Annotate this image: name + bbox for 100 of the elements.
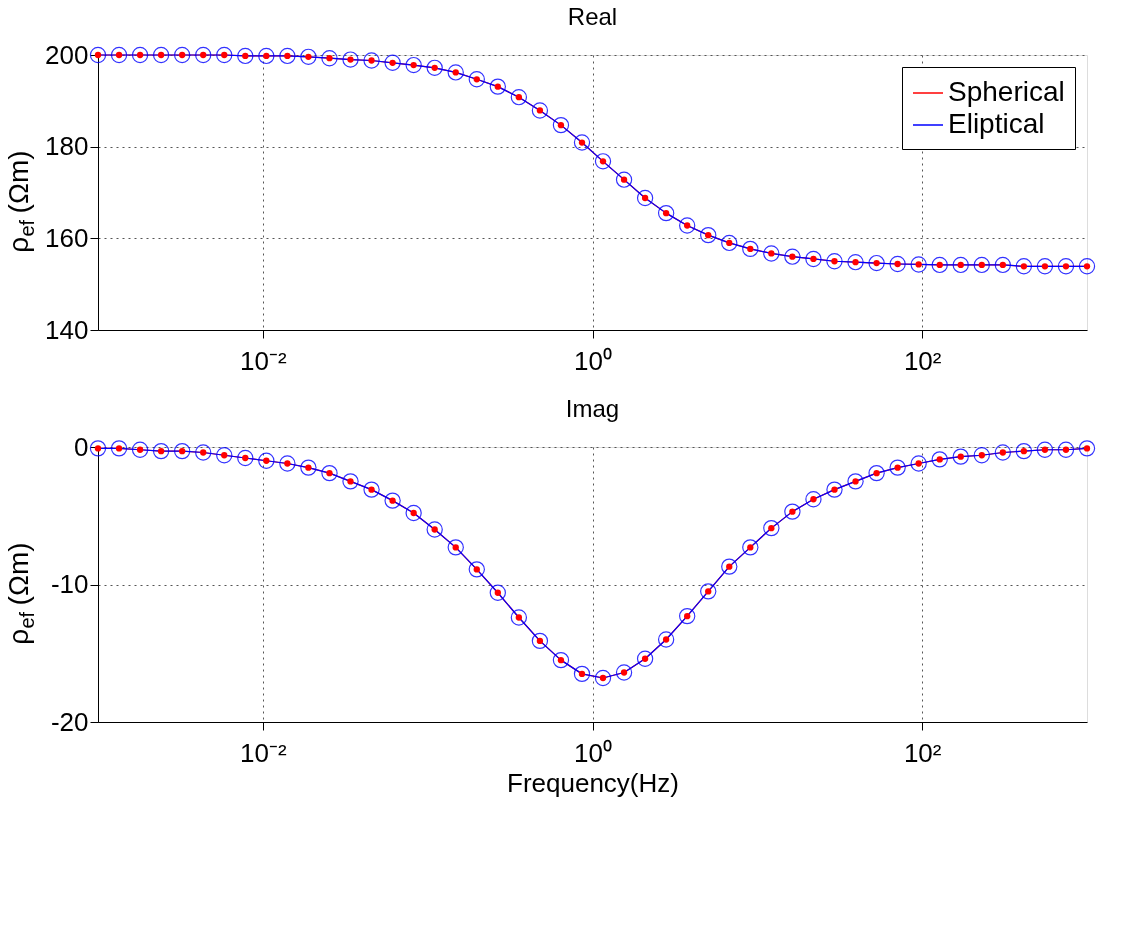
point — [426, 59, 443, 76]
point — [931, 256, 948, 274]
point — [216, 447, 233, 464]
y-tick-label: 200 — [45, 39, 89, 70]
point — [110, 440, 128, 457]
point — [237, 47, 254, 65]
point — [510, 89, 528, 106]
point — [573, 134, 591, 151]
point — [195, 46, 212, 64]
point — [405, 504, 422, 522]
point — [678, 217, 696, 234]
point — [405, 56, 422, 74]
point — [152, 46, 170, 64]
point — [342, 51, 359, 68]
point — [426, 521, 443, 538]
point — [826, 253, 843, 270]
point — [552, 116, 570, 134]
point — [742, 539, 759, 556]
point — [279, 47, 296, 65]
point — [910, 256, 927, 273]
point — [342, 473, 359, 490]
point — [300, 459, 317, 476]
point — [131, 441, 149, 458]
point — [216, 46, 233, 64]
point — [552, 651, 570, 669]
point — [868, 254, 885, 272]
point — [237, 449, 254, 467]
point — [279, 455, 296, 472]
point — [868, 464, 885, 482]
point — [152, 442, 170, 460]
point — [847, 473, 864, 490]
y-tick-label: 180 — [45, 131, 89, 162]
point — [258, 47, 275, 65]
x-tick-label: 10⁰ — [574, 345, 612, 376]
point — [615, 171, 633, 188]
point — [910, 455, 927, 472]
point — [742, 240, 759, 258]
point — [636, 650, 654, 667]
point — [1036, 441, 1054, 458]
point — [700, 226, 717, 244]
point — [173, 46, 191, 64]
point — [173, 442, 191, 460]
point — [594, 153, 612, 170]
point — [784, 503, 801, 520]
x-tick-label: 10² — [903, 345, 942, 376]
point — [973, 256, 990, 274]
point — [1057, 258, 1075, 275]
point — [952, 448, 969, 465]
point — [889, 459, 906, 476]
point — [763, 519, 780, 537]
legend-label: Spherical — [948, 76, 1065, 107]
point — [657, 204, 675, 222]
point — [952, 256, 969, 274]
point — [784, 248, 801, 265]
point — [1078, 258, 1096, 275]
x-tick-label: 10⁻² — [240, 737, 287, 768]
point — [594, 669, 612, 687]
point — [826, 481, 843, 498]
point — [931, 451, 948, 468]
point — [89, 440, 107, 457]
point — [1057, 441, 1075, 458]
point — [1036, 258, 1054, 275]
point — [468, 71, 485, 88]
point — [889, 255, 906, 273]
point — [1015, 442, 1033, 460]
y-tick-label: -10 — [50, 569, 89, 599]
x-tick-label: 10² — [903, 737, 942, 768]
point — [763, 245, 780, 262]
y-tick-label: 160 — [45, 222, 89, 253]
point — [678, 607, 696, 625]
point — [300, 48, 317, 65]
point — [321, 50, 338, 67]
y-axis-title: ρef (Ωm) — [3, 542, 38, 645]
point — [1078, 440, 1096, 457]
chart-title: Imag — [565, 395, 620, 422]
y-tick-label: 0 — [74, 431, 89, 462]
point — [510, 609, 528, 626]
point — [657, 631, 675, 648]
point — [321, 464, 338, 482]
point — [447, 539, 464, 556]
point — [363, 52, 380, 69]
point — [721, 234, 738, 252]
x-tick-label: 10⁰ — [574, 737, 612, 768]
y-axis-title: ρef (Ωm) — [3, 150, 38, 253]
chart-title: Real — [567, 3, 618, 30]
point — [110, 46, 128, 64]
point — [1015, 258, 1033, 275]
point — [573, 665, 591, 683]
y-tick-label: 140 — [45, 314, 89, 345]
x-tick-label: 10⁻² — [240, 345, 287, 376]
legend-label: Eliptical — [948, 108, 1045, 139]
point — [468, 561, 485, 578]
point — [805, 250, 822, 268]
y-tick-label: -20 — [50, 706, 89, 737]
point — [805, 491, 822, 508]
x-axis-title: Frequency(Hz) — [507, 767, 679, 798]
point — [636, 189, 654, 207]
point — [489, 78, 506, 95]
point — [258, 452, 275, 469]
point — [531, 632, 549, 650]
